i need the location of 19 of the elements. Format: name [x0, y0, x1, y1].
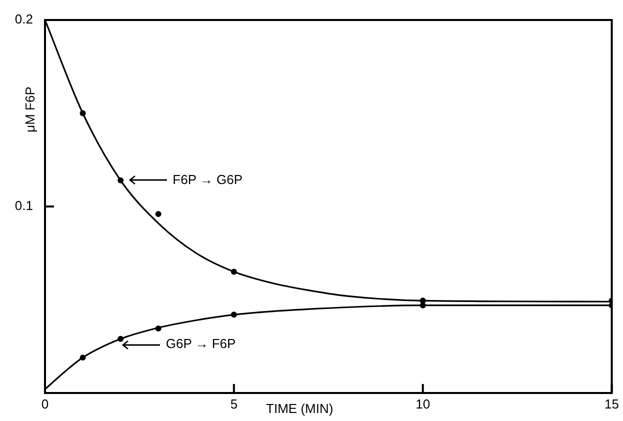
- line-series: [45, 304, 612, 390]
- point: [80, 354, 86, 361]
- point: [80, 110, 86, 116]
- point: [155, 210, 162, 217]
- y-tick-label: 0.2: [14, 12, 33, 27]
- point: [118, 336, 124, 342]
- y-tick-label: 0.1: [14, 198, 33, 214]
- x-tick-label: 15: [604, 396, 620, 412]
- x-tick-label: 10: [416, 396, 430, 412]
- y-axis-title: μM F6P: [22, 86, 38, 132]
- x-tick-label: 5: [230, 396, 238, 412]
- annotation: F6P → G6P: [172, 172, 242, 187]
- x-tick-label: 0: [41, 396, 49, 412]
- point: [230, 312, 237, 318]
- x-axis-title: TIME (MIN): [266, 401, 334, 416]
- point: [155, 325, 162, 332]
- point: [118, 177, 124, 184]
- point: [230, 268, 237, 275]
- annotation: G6P → F6P: [166, 336, 236, 352]
